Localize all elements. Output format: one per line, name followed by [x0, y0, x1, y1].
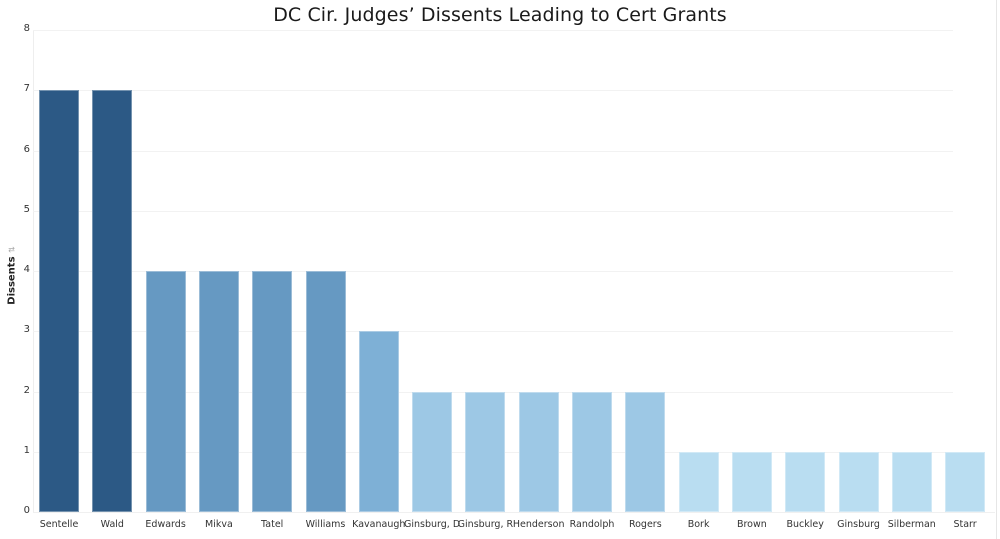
x-tick-label: Randolph [569, 519, 615, 530]
x-axis-line [33, 512, 995, 513]
x-tick-label: Bork [687, 519, 710, 530]
bar-williams[interactable] [305, 271, 346, 512]
bar-henderson[interactable] [518, 391, 559, 512]
y-tick-label: 0 [23, 505, 30, 516]
bar-ginsburg-r[interactable] [465, 391, 506, 512]
y-tick-label: 8 [23, 23, 30, 34]
y-tick-label: 6 [23, 143, 30, 155]
x-tick-label: Silberman [887, 519, 936, 530]
x-tick-label: Brown [736, 519, 767, 530]
x-tick-label: Rogers [628, 519, 662, 530]
chart-title: DC Cir. Judges’ Dissents Leading to Cert… [273, 4, 727, 26]
y-tick-label: 3 [23, 324, 30, 336]
gridline [33, 150, 953, 152]
bar-randolph[interactable] [572, 391, 612, 512]
y-tick-label: 2 [23, 384, 30, 396]
bar-rogers[interactable] [625, 391, 666, 512]
x-tick-label: Williams [305, 519, 346, 530]
bar-kavanaugh[interactable] [358, 331, 399, 512]
x-tick-label: Kavanaugh [352, 519, 406, 530]
y-tick-label: 7 [23, 83, 30, 95]
bar-silberman[interactable] [891, 451, 932, 512]
bar-starr[interactable] [945, 451, 986, 512]
gridline [33, 210, 953, 212]
frame-border [996, 0, 997, 539]
x-tick-label: Ginsburg [837, 519, 880, 530]
sort-icon[interactable]: ⇅ [7, 246, 17, 253]
bar-tatel[interactable] [252, 271, 293, 512]
y-tick-label: 5 [23, 203, 30, 215]
x-tick-label: Wald [100, 519, 124, 530]
gridline [33, 90, 953, 92]
x-tick-label: Sentelle [39, 519, 79, 530]
bar-ginsburg[interactable] [838, 451, 879, 512]
gridline [33, 331, 953, 333]
y-axis-title[interactable]: Dissents ⇅ [7, 236, 18, 316]
x-tick-label: Tatel [261, 519, 284, 530]
bar-brown[interactable] [731, 451, 772, 512]
y-tick-label: 4 [23, 264, 30, 275]
bar-buckley[interactable] [785, 451, 826, 512]
x-tick-label: Ginsburg, D [404, 519, 461, 530]
plot-area [33, 30, 995, 513]
gridline [33, 271, 953, 272]
x-tick-label: Henderson [512, 519, 565, 530]
y-tick-label: 1 [23, 444, 30, 456]
bar-ginsburg-d[interactable] [412, 391, 453, 512]
x-tick-label: Ginsburg, R [457, 519, 514, 530]
bar-wald[interactable] [92, 90, 133, 512]
bar-mikva[interactable] [198, 271, 239, 512]
x-tick-label: Buckley [786, 519, 824, 530]
bar-bork[interactable] [678, 451, 719, 512]
x-tick-label: Edwards [145, 519, 186, 530]
gridline [33, 30, 953, 31]
bar-edwards[interactable] [145, 271, 186, 512]
x-tick-label: Mikva [205, 519, 233, 530]
x-tick-label: Starr [953, 519, 977, 530]
bar-sentelle[interactable] [39, 90, 79, 512]
